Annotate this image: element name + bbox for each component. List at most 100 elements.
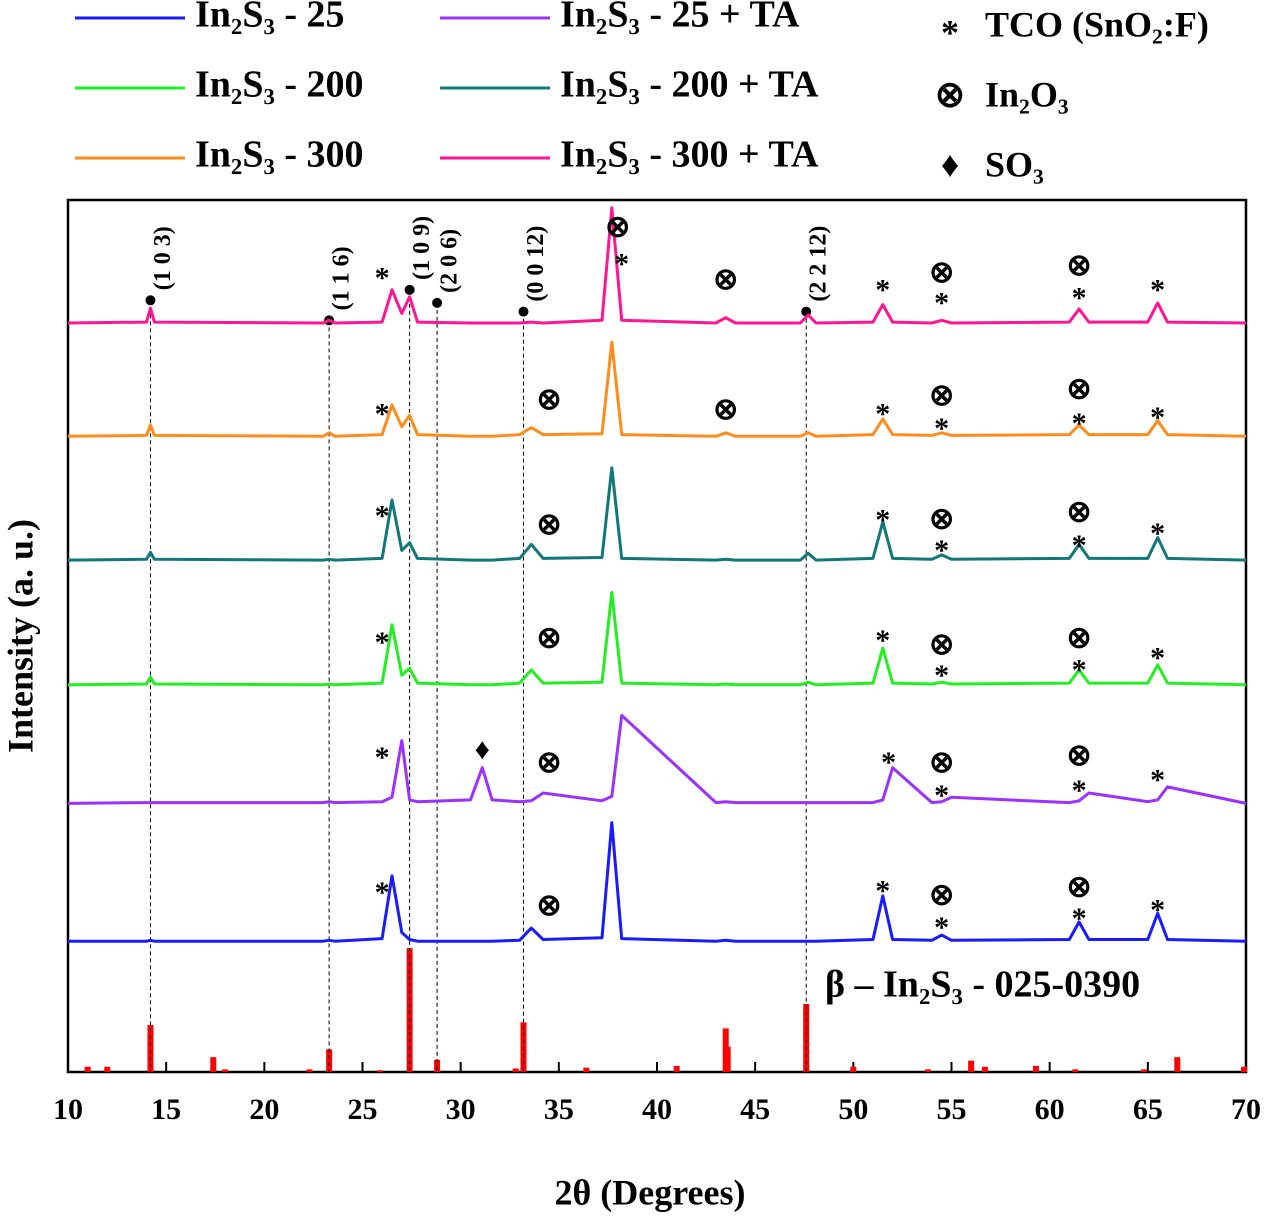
- legend-label: In₂S₃ - 200: [195, 64, 364, 106]
- annotation: ⊗: [605, 211, 630, 244]
- annotation: *: [881, 746, 896, 779]
- legend-symbol: *: [941, 12, 959, 52]
- reference-bar: [673, 1065, 680, 1072]
- reference-bar: [1032, 1065, 1039, 1072]
- annotation: *: [875, 504, 890, 537]
- annotation: *: [1150, 401, 1165, 434]
- reflection-label: (2 2 12): [806, 226, 832, 302]
- x-tick-label: 20: [249, 1093, 279, 1126]
- x-tick-label: 15: [151, 1093, 181, 1126]
- x-tick-label: 25: [348, 1093, 378, 1126]
- x-tick-label: 40: [642, 1093, 672, 1126]
- annotation: *: [375, 397, 390, 430]
- reference-label: β – In₂S₃ - 025-0390: [825, 964, 1140, 1006]
- annotation: *: [934, 534, 949, 567]
- annotation: *: [875, 624, 890, 657]
- reference-bar: [104, 1066, 111, 1072]
- x-axis-title: 2θ (Degrees): [554, 1172, 745, 1212]
- reference-bar: [326, 1049, 333, 1072]
- reference-bar: [850, 1066, 857, 1072]
- annotation: ⊗: [929, 256, 954, 289]
- reference-bar: [1140, 1069, 1147, 1072]
- series-line: [68, 821, 1247, 943]
- legend-symbol: ♦: [941, 144, 959, 184]
- reference-bar: [377, 1070, 384, 1072]
- annotation: ⊗: [929, 746, 954, 779]
- annotation: ⊗: [536, 383, 561, 416]
- reflection-label: (1 0 3): [150, 226, 176, 290]
- x-tick-label: 10: [53, 1093, 83, 1126]
- reference-bar: [583, 1067, 590, 1072]
- annotation: *: [1150, 893, 1165, 926]
- x-tick-label: 70: [1231, 1093, 1261, 1126]
- annotation: ⊗: [1067, 249, 1092, 282]
- reference-bar: [1241, 1066, 1248, 1072]
- annotation: *: [934, 779, 949, 812]
- series-line: [67, 206, 1247, 325]
- reflection-dot: [518, 306, 529, 317]
- reference-bar: [406, 948, 413, 1072]
- reference-bar: [1174, 1057, 1181, 1072]
- annotation: ⊗: [929, 503, 954, 536]
- annotation: *: [875, 874, 890, 907]
- reflection-dot: [432, 297, 443, 308]
- x-tick-label: 45: [740, 1093, 770, 1126]
- annotation: *: [934, 287, 949, 320]
- legend-label: In₂S₃ - 200 + TA: [560, 64, 819, 106]
- annotation: ⊗: [929, 379, 954, 412]
- annotation: *: [1072, 529, 1087, 562]
- annotation: *: [1150, 517, 1165, 550]
- annotation: ⊗: [713, 393, 738, 426]
- annotation: ⊗: [1067, 871, 1092, 904]
- annotation: ⊗: [536, 889, 561, 922]
- annotation: *: [1072, 774, 1087, 807]
- annotation: ⊗: [536, 746, 561, 779]
- legend-label: In₂S₃ - 300: [195, 134, 364, 176]
- legend-label: In₂S₃ - 300 + TA: [560, 134, 819, 176]
- legend-label: SO₃: [985, 144, 1044, 184]
- annotation: *: [1072, 654, 1087, 687]
- reflection-label: (0 0 12): [523, 226, 549, 302]
- reference-bar: [147, 1024, 154, 1072]
- legend-label: TCO (SnO₂:F): [985, 4, 1209, 44]
- annotation: *: [614, 247, 629, 280]
- annotation: *: [375, 626, 390, 659]
- reflection-label: (1 1 6): [329, 246, 355, 310]
- reference-bar: [968, 1060, 975, 1072]
- reference-bar: [84, 1066, 91, 1072]
- legend-symbol: ⊗: [935, 74, 965, 114]
- annotation: *: [1072, 407, 1087, 440]
- annotation: ⊗: [1067, 373, 1092, 406]
- reflection-dot: [145, 295, 156, 306]
- x-tick-label: 65: [1133, 1093, 1163, 1126]
- x-tick-label: 60: [1035, 1093, 1065, 1126]
- y-axis-title: Intensity (a. u.): [0, 519, 40, 753]
- annotation: ⊗: [929, 628, 954, 661]
- annotation: ⊗: [713, 263, 738, 296]
- series-line: [67, 713, 1247, 805]
- annotation: ⊗: [1067, 621, 1092, 654]
- annotation: *: [934, 659, 949, 692]
- series-line: [67, 590, 1247, 687]
- annotation: *: [934, 911, 949, 944]
- reference-bar: [210, 1057, 217, 1072]
- reference-bar: [981, 1066, 988, 1072]
- annotation: *: [1072, 902, 1087, 935]
- reference-bar: [512, 1068, 519, 1072]
- reference-bar: [803, 1003, 810, 1072]
- series-line: [67, 340, 1247, 438]
- annotation: *: [1150, 764, 1165, 797]
- annotation: ⊗: [1067, 739, 1092, 772]
- annotation: ⊗: [929, 878, 954, 911]
- annotation: *: [375, 499, 390, 532]
- annotation: ⊗: [536, 508, 561, 541]
- legend-label: In₂S₃ - 25 + TA: [560, 0, 800, 36]
- annotation: *: [1150, 641, 1165, 674]
- legend-label: In₂S₃ - 25: [195, 0, 345, 36]
- annotation: *: [875, 273, 890, 306]
- reference-bar: [306, 1069, 313, 1072]
- reference-bar: [222, 1069, 229, 1072]
- annotation: *: [375, 261, 390, 294]
- reference-bar: [1072, 1069, 1079, 1072]
